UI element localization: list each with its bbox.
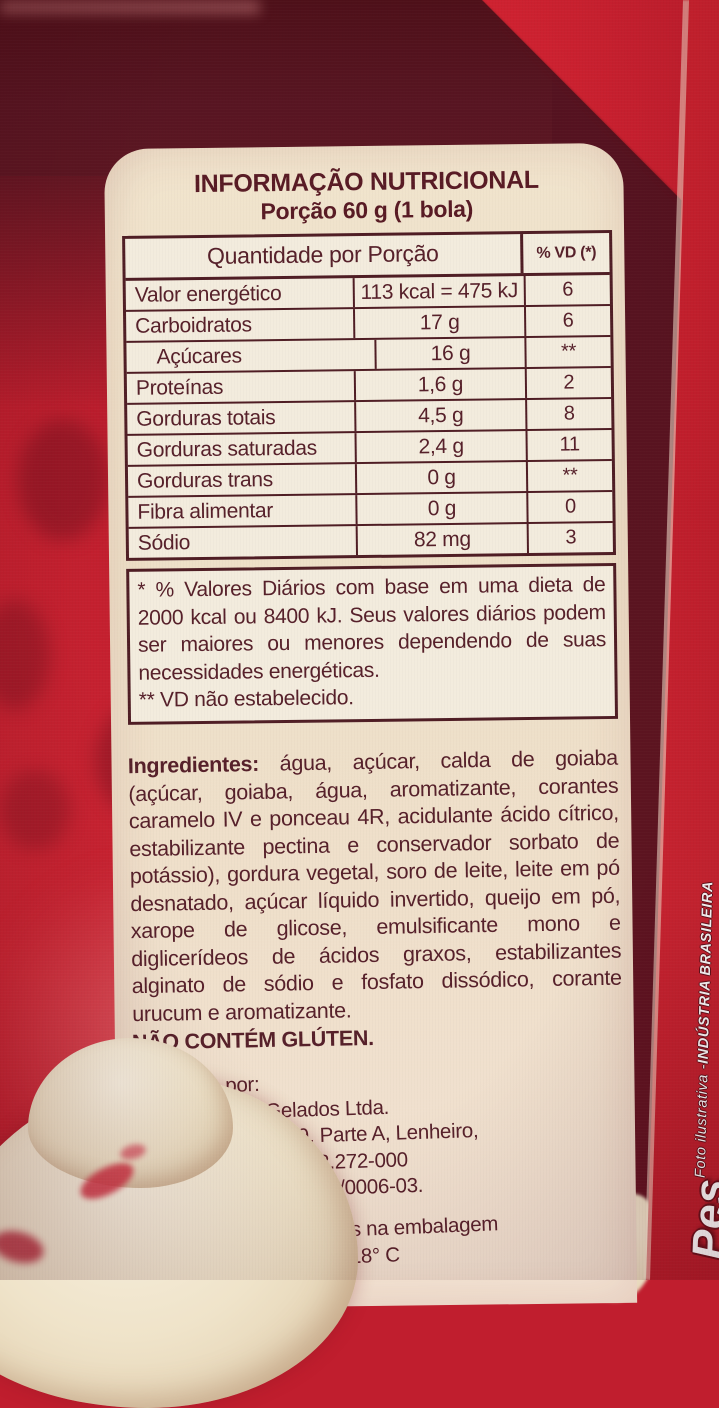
nutrient-amount: 82 mg: [355, 524, 527, 556]
nutrient-daily-value: 0: [526, 491, 613, 523]
guava-fruit-photo: [18, 420, 108, 540]
footnote-box: * % Valores Diários com base em uma diet…: [126, 562, 619, 725]
nutrient-name: Proteínas: [135, 375, 224, 400]
nutrient-name: Carboidratos: [135, 312, 252, 338]
nutrient-amount: 0 g: [355, 493, 527, 525]
nutrient-daily-value: **: [525, 460, 613, 492]
nutrient-daily-value: 6: [523, 275, 610, 306]
ice-cream-scoop-photo: [28, 1038, 233, 1188]
nutrient-name: Sódio: [137, 530, 191, 555]
nutrition-rows: Valor energético 113 kcal = 475 kJ 6 Carboi…: [125, 275, 613, 558]
nutrient-name: Gorduras saturadas: [136, 436, 318, 462]
ingredients-text: água, açúcar, calda de goiaba (açúcar, g…: [128, 745, 622, 1026]
nutrient-daily-value: 3: [526, 522, 613, 554]
nutrition-title: INFORMAÇÃO NUTRICIONAL: [193, 165, 539, 199]
nutrient-daily-value: 2: [524, 367, 612, 399]
nutrient-name: Gorduras trans: [136, 467, 274, 493]
header-daily-value: % VD (*): [520, 233, 610, 274]
nutrient-amount: 16 g: [374, 338, 525, 369]
nutrient-amount: 0 g: [354, 462, 527, 494]
net-weight-partial-text: Pes: [683, 1177, 719, 1261]
footnote-line: ** VD não estabelecido.: [138, 686, 354, 712]
nutrient-name: Fibra alimentar: [137, 498, 274, 524]
ingredients-paragraph: Ingredientes: água, açúcar, calda de goi…: [128, 744, 623, 1028]
nutrient-amount: 113 kcal = 475 kJ: [352, 276, 524, 308]
guava-fruit-photo: [0, 770, 70, 850]
nutrient-amount: 4,5 g: [354, 400, 526, 432]
nutrient-daily-value: 8: [525, 398, 612, 430]
nutrient-daily-value: 11: [525, 429, 612, 461]
table-header-row: Quantidade por Porção % VD (*): [125, 233, 610, 281]
nutrient-amount: 1,6 g: [353, 369, 526, 401]
header-quantity-per-serving: Quantidade por Porção: [206, 240, 439, 269]
nutrient-daily-value: **: [524, 336, 611, 368]
photo-credit-text: Foto ilustrativa -: [692, 1063, 712, 1179]
nutrient-amount: 2,4 g: [354, 431, 526, 463]
light-reflection: [0, 0, 260, 14]
nutrition-table: Quantidade por Porção % VD (*) Valor ene…: [122, 229, 617, 561]
ingredients-label: Ingredientes:: [127, 751, 260, 778]
nutrient-amount: 17 g: [352, 307, 525, 339]
nutrient-name: Valor energético: [134, 281, 282, 307]
footnote-line: * % Valores Diários com base em uma diet…: [137, 573, 607, 685]
nutrient-name: Açúcares: [156, 344, 242, 369]
nutrition-row: Sódio 82 mg 3: [129, 522, 613, 558]
nutrient-daily-value: 6: [523, 306, 611, 337]
nutrient-name: Gorduras totais: [136, 405, 276, 431]
